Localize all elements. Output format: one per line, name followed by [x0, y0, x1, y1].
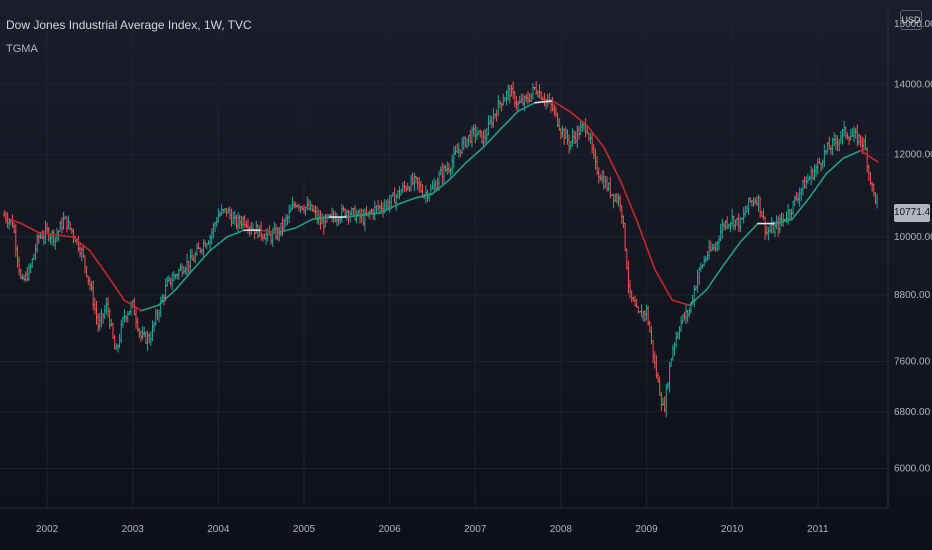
x-tick-label: 2011 [807, 524, 829, 535]
tgma-segment [346, 214, 365, 218]
x-tick-label: 2005 [293, 524, 316, 535]
tgma-segment [483, 127, 502, 148]
price-bars [3, 80, 879, 418]
tgma-segment [808, 172, 828, 199]
tgma-segment [89, 250, 108, 276]
tgma-segment [465, 146, 485, 163]
tgma-segment [585, 124, 605, 148]
tgma-segment [277, 227, 297, 234]
tgma-segment [3, 216, 23, 225]
x-axis: 2002 2003 2004 2005 2006 2007 2008 2009 2010 2011 [0, 507, 888, 535]
y-tick-label: 10000.00 [894, 232, 932, 243]
tgma-segment [637, 222, 656, 271]
tgma-segment [54, 233, 74, 238]
x-tick-label: 2010 [721, 524, 744, 535]
tgma-segment [20, 222, 40, 234]
x-tick-label: 2007 [464, 524, 487, 535]
tgma-line [3, 100, 879, 312]
y-tick-label: 6000.00 [894, 464, 931, 475]
tgma-segment [106, 273, 125, 301]
indicator-label[interactable]: TGMA [6, 43, 38, 55]
x-tick-label: 2009 [635, 524, 658, 535]
tgma-segment [294, 218, 314, 229]
tgma-segment [414, 192, 434, 199]
y-tick-label: 8800.00 [894, 290, 931, 301]
x-tick-label: 2008 [550, 524, 573, 535]
y-tick-label: 12000.00 [894, 149, 932, 160]
x-tick-label: 2006 [378, 524, 401, 535]
currency-button[interactable]: USD [900, 10, 922, 30]
x-tick-label: 2002 [36, 524, 59, 535]
tgma-segment [157, 289, 177, 307]
tgma-segment [363, 211, 382, 216]
tgma-segment [191, 250, 211, 271]
tgma-segment [380, 203, 399, 214]
tgma-segment [842, 149, 862, 159]
last-price-tag: 10771.48 [894, 204, 932, 222]
tgma-segment [37, 231, 57, 236]
tgma-segment [140, 304, 160, 312]
tgma-segment [260, 229, 280, 234]
tgma-segment [123, 299, 143, 312]
y-axis: 6000.00 6800.00 7600.00 8800.00 10000.00 1200… [887, 10, 932, 508]
tgma-segment [688, 289, 708, 307]
tgma-segment [311, 216, 331, 221]
tgma-segment [500, 110, 519, 130]
grid-lines [0, 10, 888, 508]
chart-legend: Dow Jones Industrial Average Index, 1W, … [6, 18, 252, 56]
tgma-segment [654, 269, 674, 301]
tgma-segment [551, 100, 571, 112]
tgma-segment [517, 101, 536, 112]
tgma-segment [791, 197, 811, 221]
x-tick-label: 2004 [207, 524, 230, 535]
tgma-segment [825, 157, 845, 175]
tgma-segment [448, 161, 468, 181]
chart-title: Dow Jones Industrial Average Index, 1W, … [6, 18, 252, 32]
y-tick-label: 7600.00 [894, 356, 931, 367]
tgma-segment [397, 197, 417, 206]
tgma-segment [602, 146, 622, 183]
y-tick-label: 6800.00 [894, 407, 931, 418]
tgma-segment [859, 149, 879, 163]
tgma-segment [534, 100, 554, 104]
tgma-segment [208, 236, 228, 252]
tgma-segment [739, 222, 759, 243]
x-tick-label: 2003 [122, 524, 145, 535]
tgma-segment [620, 180, 639, 225]
tgma-segment [568, 110, 588, 126]
tgma-segment [774, 218, 793, 225]
tgma-segment [174, 269, 194, 291]
y-tick-label: 16000.00 [894, 19, 932, 30]
tgma-segment [226, 229, 245, 238]
y-tick-label: 14000.00 [894, 79, 932, 90]
tgma-segment [705, 264, 725, 291]
tgma-segment [671, 299, 691, 307]
tgma-segment [71, 236, 91, 252]
tgma-segment [431, 178, 451, 195]
tgma-segment [722, 240, 742, 266]
